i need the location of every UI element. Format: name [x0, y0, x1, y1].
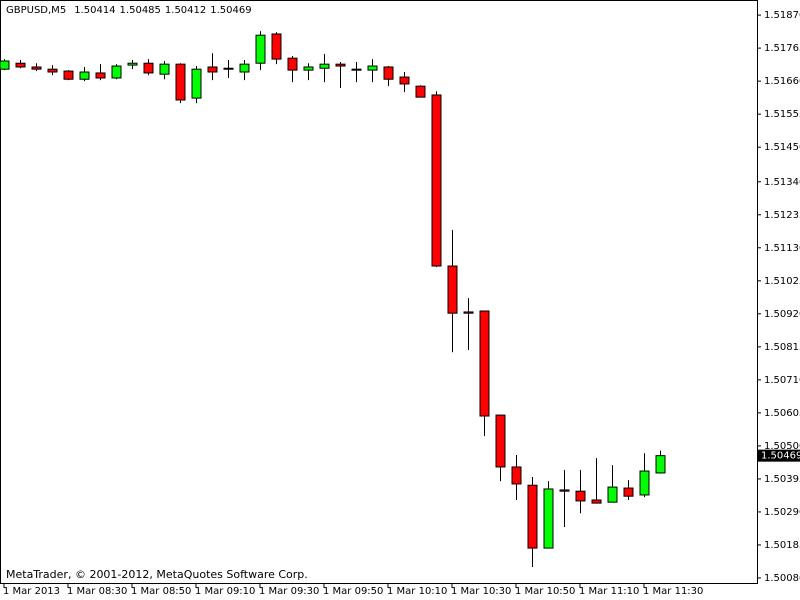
current-price-label: 1.50469 [761, 451, 800, 462]
y-tick-label: 1.50500 [764, 441, 800, 452]
y-tick-label: 1.51025 [764, 276, 800, 287]
y-tick-label: 1.50080 [764, 573, 800, 584]
y-tick-label: 1.51340 [764, 177, 800, 188]
candle-body [335, 63, 346, 67]
candle-body [591, 499, 602, 504]
candle-body [607, 486, 618, 503]
candle-body [47, 68, 58, 73]
x-tick-label: 1 Mar 10:30 [451, 586, 511, 597]
candle-body [431, 94, 442, 267]
candle-body [271, 33, 282, 60]
candle-body [319, 63, 330, 69]
x-tick-label: 1 Mar 10:50 [515, 586, 575, 597]
candle-body [207, 66, 218, 73]
x-tick-label: 1 Mar 2013 [3, 586, 60, 597]
y-tick-label: 1.51555 [764, 109, 800, 120]
candle-body [223, 67, 234, 70]
candle-body [15, 62, 26, 68]
header-price: 1.50412 [165, 5, 206, 16]
candle-body [447, 265, 458, 314]
x-tick-label: 1 Mar 08:50 [131, 586, 191, 597]
y-tick-label: 1.51235 [764, 210, 800, 221]
candle-body [575, 490, 586, 502]
candle-body [543, 488, 554, 549]
y-tick-label: 1.50815 [764, 342, 800, 353]
candle-body [479, 310, 490, 417]
plot-frame [0, 0, 758, 584]
candle-body [639, 470, 650, 496]
x-tick-label: 1 Mar 09:50 [323, 586, 383, 597]
header-price: 1.50485 [120, 5, 161, 16]
candle-body [111, 65, 122, 79]
candle-body [383, 66, 394, 80]
y-tick-label: 1.51450 [764, 142, 800, 153]
candle-body [31, 66, 42, 70]
y-tick-label: 1.50395 [764, 474, 800, 485]
current-price-box [758, 449, 800, 462]
x-tick-label: 1 Mar 11:30 [643, 586, 703, 597]
candle-body [415, 85, 426, 98]
candle-body [159, 63, 170, 75]
candle-body [399, 76, 410, 85]
candle-body [175, 63, 186, 101]
header-symbol: GBPUSD,M5 [6, 5, 66, 16]
candle-body [303, 66, 314, 71]
candle-body [255, 34, 266, 64]
candle-body [511, 466, 522, 485]
candle-body [367, 65, 378, 71]
candle-body [527, 484, 538, 549]
y-tick-label: 1.50290 [764, 507, 800, 518]
x-tick-label: 1 Mar 11:10 [579, 586, 639, 597]
x-tick-label: 1 Mar 09:30 [259, 586, 319, 597]
y-tick-label: 1.50185 [764, 540, 800, 551]
y-tick-label: 1.51765 [764, 43, 800, 54]
candle-body [191, 68, 202, 99]
candle-body [655, 455, 666, 474]
chart-header: GBPUSD,M5 1.50414 1.50485 1.50412 1.50469 [6, 5, 252, 16]
candle-body [463, 311, 474, 314]
x-tick-label: 1 Mar 09:10 [195, 586, 255, 597]
candle-body [239, 63, 250, 73]
y-tick-label: 1.51870 [764, 10, 800, 21]
candle-body [63, 70, 74, 80]
y-tick-label: 1.50710 [764, 375, 800, 386]
y-tick-label: 1.51660 [764, 76, 800, 87]
candle-body [0, 60, 10, 70]
candle-body [623, 487, 634, 497]
candle-body [95, 72, 106, 79]
y-tick-label: 1.51130 [764, 243, 800, 254]
watermark: MetaTrader, © 2001-2012, MetaQuotes Soft… [6, 568, 308, 581]
candle-body [143, 62, 154, 74]
x-tick-label: 1 Mar 10:10 [387, 586, 447, 597]
header-price: 1.50469 [210, 5, 251, 16]
candle-body [351, 68, 362, 71]
candle-body [287, 57, 298, 71]
y-tick-label: 1.50920 [764, 309, 800, 320]
x-tick-label: 1 Mar 08:30 [67, 586, 127, 597]
candle-body [559, 489, 570, 492]
candle-body [79, 71, 90, 80]
y-tick-label: 1.50605 [764, 408, 800, 419]
candle-body [495, 414, 506, 468]
candle-body [127, 62, 138, 66]
header-price: 1.50414 [74, 5, 115, 16]
